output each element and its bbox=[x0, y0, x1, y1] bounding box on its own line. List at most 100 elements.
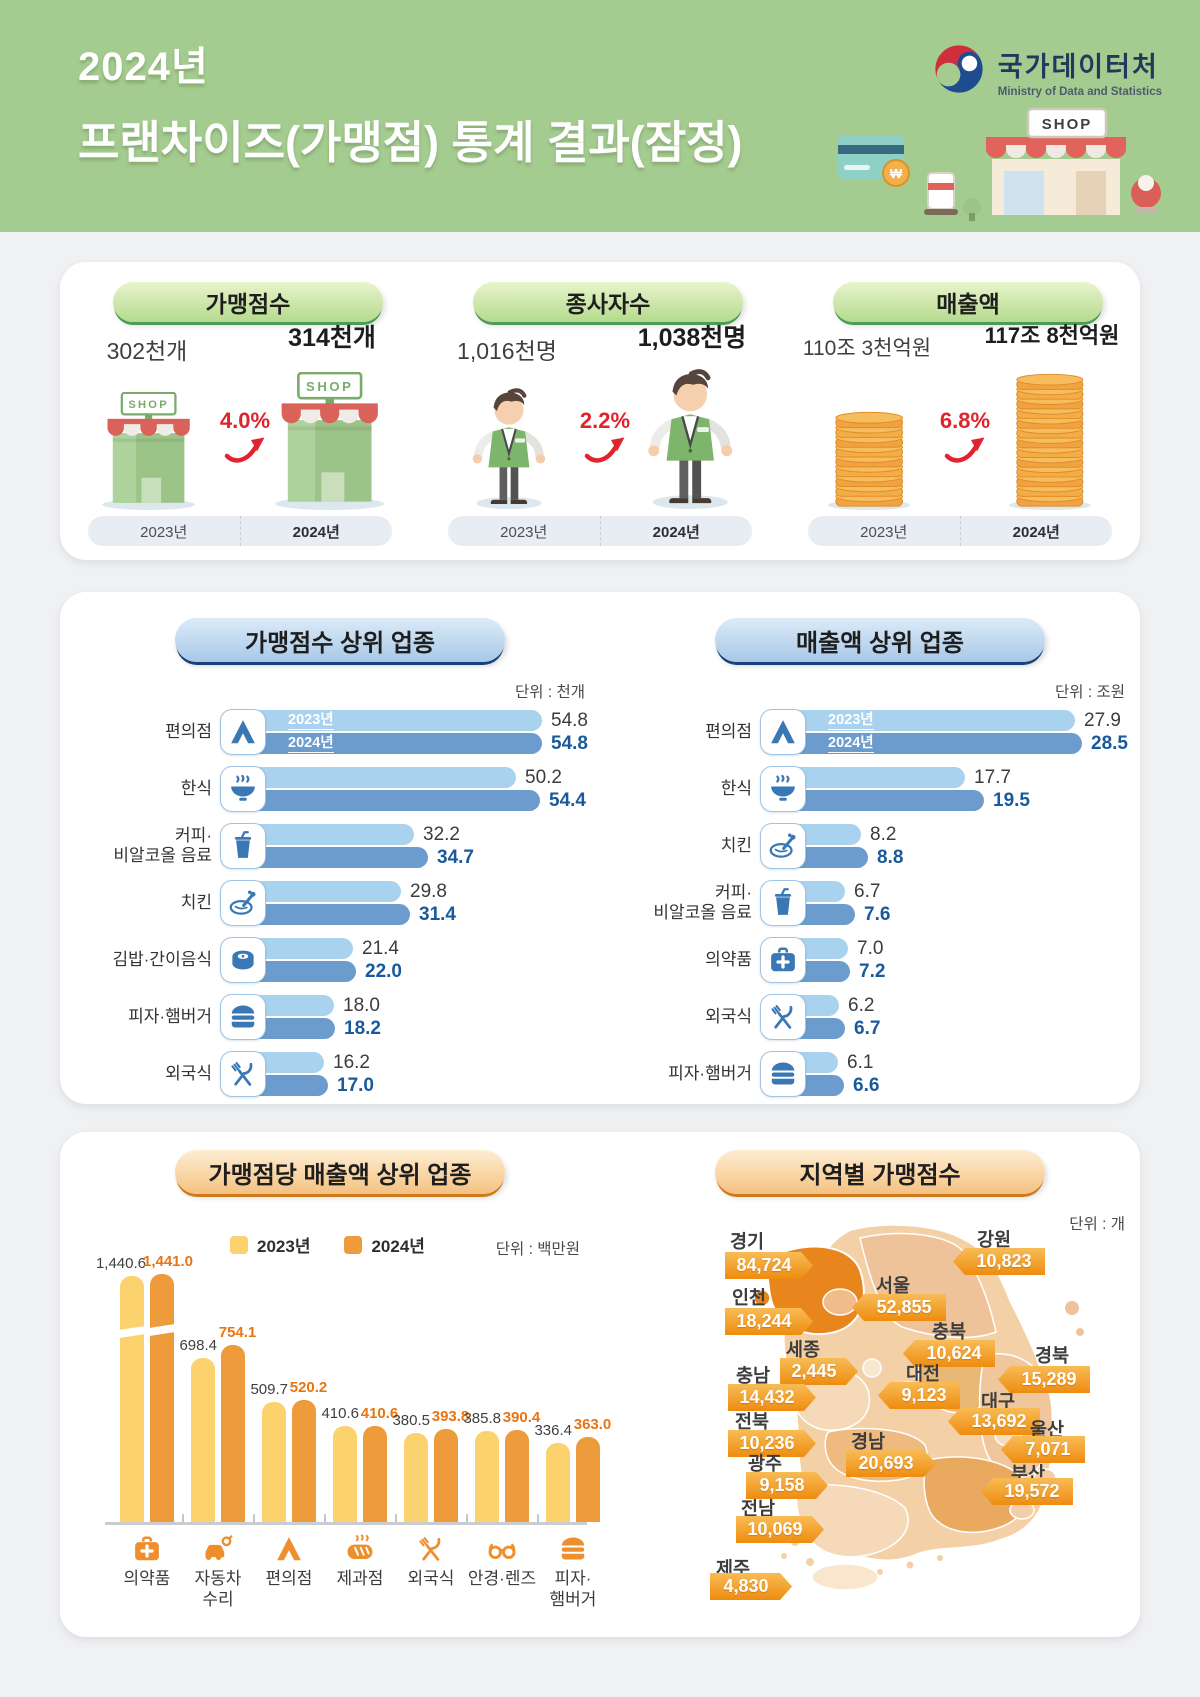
industry-charts-panel: 가맹점수 상위 업종 단위 : 천개 편의점 2023년 2024년 54.8 54.8… bbox=[60, 592, 1140, 1104]
unit-label: 단위 : 개 bbox=[1069, 1216, 1125, 1233]
bar-2023 bbox=[232, 881, 401, 902]
bar-2024 bbox=[363, 1426, 387, 1522]
chart-title: 가맹점수 상위 업종 bbox=[175, 618, 505, 662]
value-2024: 31.4 bbox=[419, 904, 456, 925]
agency-name-block: 국가데이터처 Ministry of Data and Statistics bbox=[998, 45, 1162, 98]
axis-tick bbox=[324, 1514, 326, 1523]
value-2024: 6.6 bbox=[853, 1075, 880, 1096]
cutlery-icon bbox=[220, 1051, 266, 1097]
legend-item-2023: 2023년 bbox=[230, 1232, 310, 1257]
value-2024: 363.0 bbox=[573, 1416, 612, 1433]
chart-title: 지역별 가맹점수 bbox=[715, 1150, 1045, 1194]
agency-logo: 국가데이터처 Ministry of Data and Statistics bbox=[932, 42, 1162, 101]
bar-2023: 2023년 bbox=[772, 710, 1075, 731]
burger-icon bbox=[538, 1534, 608, 1564]
bread-icon bbox=[325, 1534, 395, 1564]
axis-tick bbox=[395, 1514, 397, 1523]
header-illustration: ₩ SHOP bbox=[836, 107, 1166, 232]
legend-item-2024: 2024년 bbox=[344, 1232, 425, 1257]
bowl-icon bbox=[220, 766, 266, 812]
legend-label: 2023년 bbox=[257, 1237, 311, 1256]
category-label: 편의점 bbox=[705, 722, 752, 741]
svg-text:SHOP: SHOP bbox=[129, 399, 170, 411]
bar-2024 bbox=[434, 1429, 458, 1522]
burger-icon bbox=[220, 994, 266, 1040]
bar-2024: 2024년 bbox=[232, 733, 542, 754]
value-2023: 6.7 bbox=[854, 881, 881, 902]
value-2023: 385.8 bbox=[463, 1410, 501, 1427]
axis-tick bbox=[466, 1514, 468, 1523]
drink-icon bbox=[220, 823, 266, 869]
category-label: 의약품 bbox=[123, 1569, 171, 1588]
medkit-icon bbox=[760, 937, 806, 983]
axis-tick bbox=[182, 1514, 184, 1523]
category-label: 편의점 bbox=[265, 1569, 313, 1588]
value-2024: 7.2 bbox=[859, 961, 886, 982]
bar-2024 bbox=[221, 1345, 245, 1522]
value-2023: 54.8 bbox=[551, 710, 588, 731]
value-2024: 393.8 bbox=[431, 1408, 470, 1425]
cutlery-icon bbox=[396, 1534, 466, 1564]
storefront-icon: SHOP bbox=[250, 372, 410, 510]
value-2024: 410.6 bbox=[360, 1405, 399, 1422]
value-2023: 380.5 bbox=[392, 1412, 430, 1429]
cutlery-icon bbox=[760, 994, 806, 1040]
summary-card-workers: 종사자수 1,016천명 1,038천명 bbox=[420, 262, 780, 560]
map-region-value: 7,071 bbox=[1001, 1436, 1085, 1463]
bar-2023 bbox=[120, 1276, 144, 1522]
series-label-2024: 2024년 bbox=[288, 735, 334, 753]
svg-text:₩: ₩ bbox=[890, 166, 903, 181]
growth-arrow-icon bbox=[221, 437, 269, 468]
change-percent: 6.8% bbox=[939, 408, 991, 433]
coin-stack-icon bbox=[794, 406, 944, 510]
year-2024-label: 2024년 bbox=[959, 516, 1113, 546]
value-2023: 16.2 bbox=[333, 1052, 370, 1073]
map-region-value: 10,236 bbox=[728, 1430, 816, 1457]
year-labels-bar: 2023년 2024년 bbox=[808, 516, 1112, 546]
legend-label: 2024년 bbox=[371, 1237, 425, 1256]
value-2023: 302천개 bbox=[106, 338, 188, 364]
value-2023: 32.2 bbox=[423, 824, 460, 845]
x-axis-line bbox=[105, 1522, 587, 1525]
category-label: 외국식 bbox=[407, 1569, 455, 1588]
map-region-name: 광주 bbox=[748, 1453, 783, 1474]
value-2024: 28.5 bbox=[1091, 733, 1128, 754]
year-2023-label: 2023년 bbox=[860, 523, 908, 541]
value-2024: 54.8 bbox=[551, 733, 588, 754]
year-2024-label: 2024년 bbox=[599, 516, 753, 546]
bar-2024 bbox=[150, 1274, 174, 1522]
value-2023: 21.4 bbox=[362, 938, 399, 959]
chart-legend: 2023년 2024년 bbox=[230, 1232, 425, 1257]
bar-2024 bbox=[232, 904, 410, 925]
axis-tick bbox=[537, 1514, 539, 1523]
map-region-value: 9,123 bbox=[878, 1382, 960, 1409]
map-region-value: 10,624 bbox=[903, 1340, 995, 1367]
map-region-value: 10,823 bbox=[953, 1248, 1045, 1275]
map-region-value: 9,158 bbox=[746, 1472, 828, 1499]
worker-icon bbox=[610, 362, 770, 510]
growth-arrow-icon bbox=[581, 437, 629, 468]
drink-icon bbox=[760, 880, 806, 926]
map-franchises-by-region: 지역별 가맹점수 단위 : 개 bbox=[620, 1132, 1140, 1637]
growth-arrow-icon bbox=[941, 437, 989, 468]
category-label: 한식 bbox=[720, 779, 752, 798]
category-label: 김밥·간이음식 bbox=[112, 950, 212, 969]
bar-2023 bbox=[475, 1431, 499, 1522]
map-region-name: 강원 bbox=[977, 1229, 1012, 1250]
map-region-name: 서울 bbox=[876, 1275, 911, 1296]
summary-card-franchises: 가맹점수 302천개 314천개 SHOP SHOP 4.0% 2023년 20… bbox=[60, 262, 420, 560]
series-label-2023: 2023년 bbox=[288, 712, 334, 730]
tent-icon bbox=[760, 709, 806, 755]
bar-2023 bbox=[262, 1402, 286, 1522]
map-region-name: 충남 bbox=[736, 1365, 771, 1386]
year-2023-label: 2023년 bbox=[500, 523, 548, 541]
chicken-icon bbox=[220, 880, 266, 926]
map-region-value: 84,724 bbox=[725, 1252, 813, 1279]
value-2023: 50.2 bbox=[525, 767, 562, 788]
value-2023: 1,016천명 bbox=[457, 338, 557, 364]
worker-icon bbox=[434, 382, 584, 510]
map-region-value: 13,692 bbox=[948, 1408, 1040, 1435]
page-title-main: 프랜차이즈(가맹점) 통계 결과(잠정) bbox=[78, 117, 743, 168]
map-region-name: 전북 bbox=[735, 1411, 770, 1432]
chart-title: 매출액 상위 업종 bbox=[715, 618, 1045, 662]
